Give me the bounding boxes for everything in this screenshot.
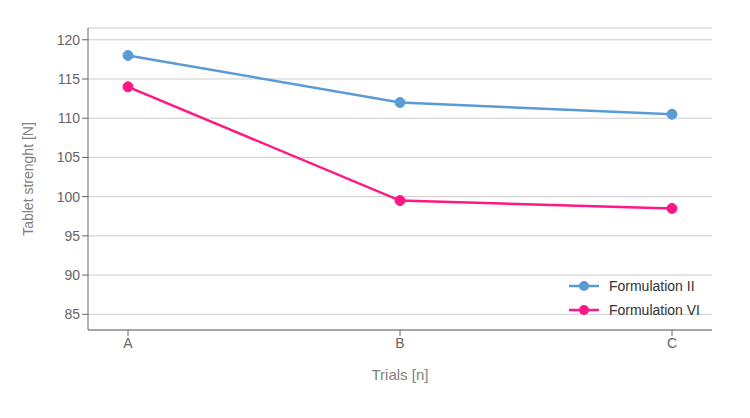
svg-text:105: 105 bbox=[57, 149, 81, 165]
svg-text:85: 85 bbox=[64, 306, 80, 322]
svg-text:90: 90 bbox=[64, 267, 80, 283]
svg-text:100: 100 bbox=[57, 189, 81, 205]
svg-text:Tablet strenght [N]: Tablet strenght [N] bbox=[20, 122, 36, 236]
svg-text:Trials [n]: Trials [n] bbox=[372, 366, 429, 383]
svg-text:B: B bbox=[395, 335, 404, 351]
svg-text:120: 120 bbox=[57, 32, 81, 48]
svg-text:A: A bbox=[123, 335, 133, 351]
svg-text:115: 115 bbox=[58, 71, 81, 87]
html-text:Formulation VI: Formulation VI bbox=[609, 302, 700, 318]
svg-text:95: 95 bbox=[64, 228, 80, 244]
html-text:Formulation II: Formulation II bbox=[609, 278, 695, 294]
svg-text:110: 110 bbox=[58, 110, 81, 126]
svg-text:C: C bbox=[667, 335, 677, 351]
